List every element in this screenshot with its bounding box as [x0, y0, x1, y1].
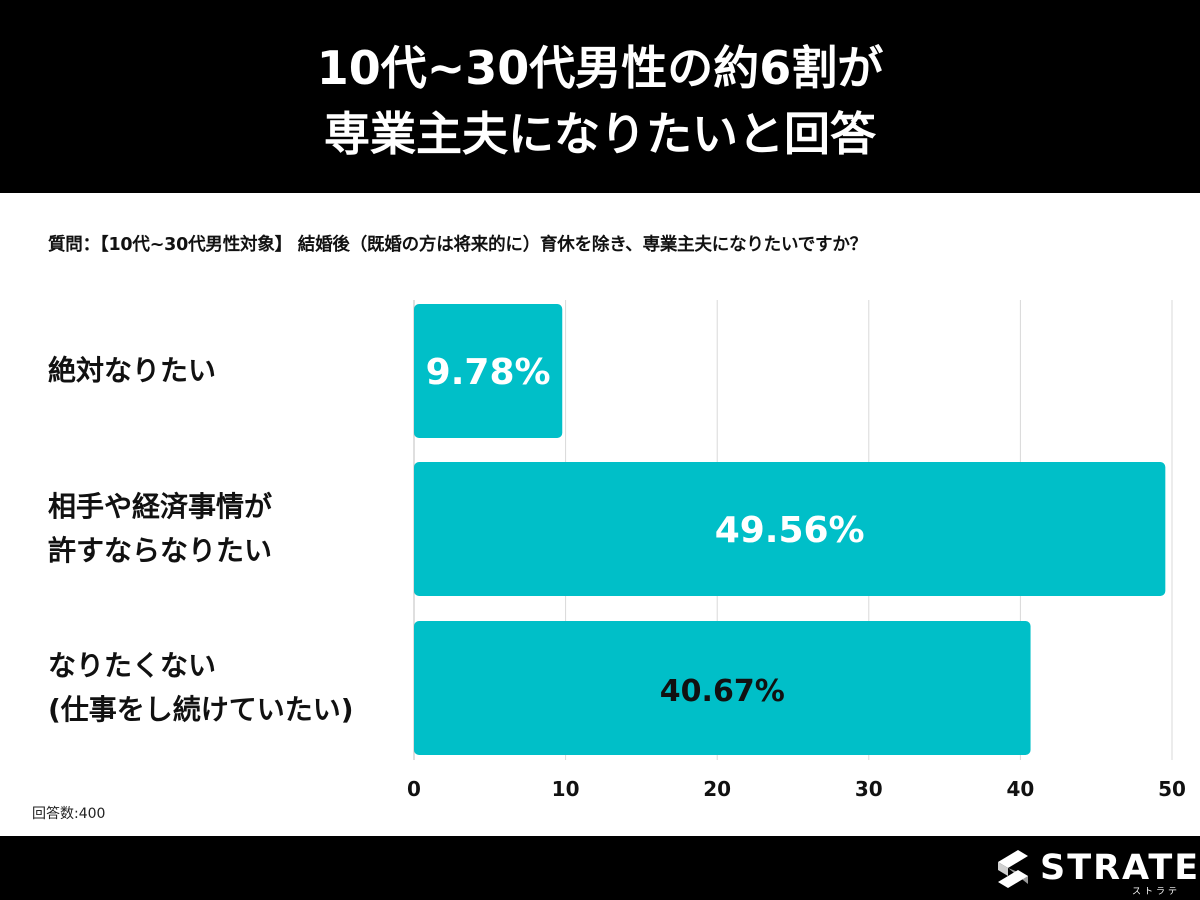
x-tick-label: 20: [703, 777, 731, 801]
bar-value-label: 49.56%: [715, 510, 865, 551]
category-label-line: 許すならなりたい: [48, 534, 273, 567]
footer-bar: STRATE ストラテ: [0, 836, 1200, 900]
survey-question: 質問：【10代~30代男性対象】 結婚後（既婚の方は将来的に）育休を除き、専業主…: [48, 235, 867, 255]
category-label: 相手や経済事情が 許すならなりたい: [48, 485, 408, 573]
strate-logo: STRATE ストラテ: [992, 846, 1198, 897]
category-label-line: 相手や経済事情が: [48, 490, 273, 523]
bar: [414, 621, 1031, 755]
category-label-line: 絶対なりたい: [48, 354, 217, 387]
x-tick-label: 10: [552, 777, 580, 801]
logo-text: STRATE: [1040, 848, 1200, 888]
category-label-line: なりたくない: [48, 649, 217, 682]
bar-value-label: 9.78%: [426, 352, 551, 393]
chart-title-line2: 専業主夫になりたいと回答: [324, 107, 876, 161]
category-label: 絶対なりたい: [48, 349, 408, 393]
category-label-line: (仕事をし続けていたい): [48, 693, 354, 726]
x-tick-label: 50: [1158, 777, 1186, 801]
header-banner: 10代~30代男性の約6割が 専業主夫になりたいと回答: [0, 0, 1200, 193]
x-tick-label: 0: [407, 777, 421, 801]
bar: [414, 304, 563, 438]
bar: [414, 462, 1166, 596]
chart-title-line1: 10代~30代男性の約6割が: [316, 41, 884, 95]
x-tick-label: 30: [855, 777, 883, 801]
logo-subtext: ストラテ: [1131, 887, 1180, 897]
bar-value-label: 40.67%: [660, 674, 785, 709]
strate-s-icon: [998, 850, 1028, 888]
respondent-count: 回答数:400: [32, 806, 106, 822]
category-label: なりたくない (仕事をし続けていたい): [48, 644, 408, 732]
x-tick-label: 40: [1006, 777, 1034, 801]
